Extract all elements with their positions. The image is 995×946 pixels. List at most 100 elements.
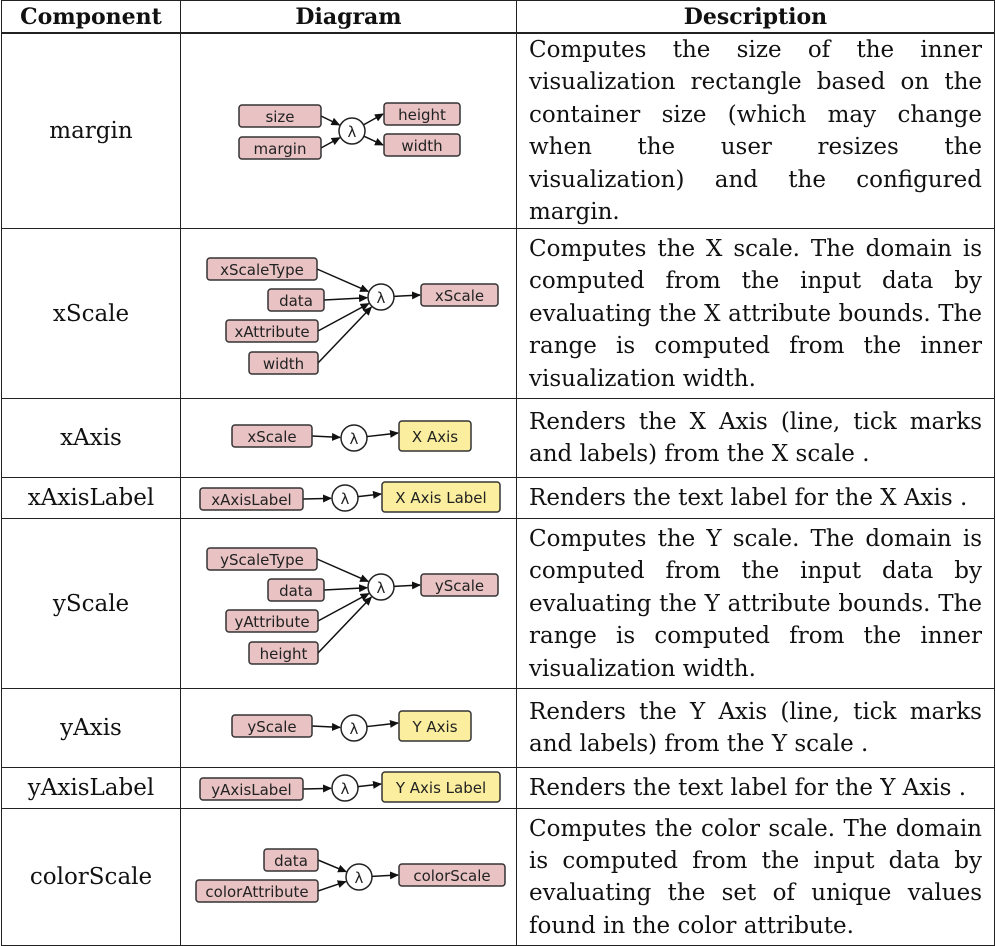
description-text: Renders the text label for the X Axis . [516,477,995,520]
output-node: yScale [419,573,499,598]
input-node: data [262,848,319,873]
row-colorscale: colorScale data colorAttribute colorScale λ… [1,808,995,946]
diagram-cell: xScale X Axis λ [180,398,517,479]
input-label: yAttribute [234,613,309,631]
input-edge [320,137,341,149]
input-label: xAxisLabel [211,491,291,509]
input-edge [323,294,368,303]
lambda-node: λ [337,117,366,145]
input-label: xAttribute [234,323,309,341]
lambda-node: λ [366,283,395,312]
row-xaxislabel: xAxisLabel xAxisLabel X Axis Label λ Rende… [1,477,995,520]
diagram-cell: xScaleType data xAttribute width xScale λ [180,228,517,400]
lambda-glyph: λ [349,430,358,448]
diagram-cell: yAxisLabel Y Axis Label λ [180,767,517,810]
input-node: yScaleType [205,547,318,572]
input-node: yScale [230,714,313,739]
input-node: xAttribute [224,319,319,344]
row-xaxis: xAxis xScale X Axis λ Renders the X Axis (… [1,398,995,479]
input-label: data [279,292,313,310]
lambda-glyph: λ [376,289,385,307]
output-label: colorScale [413,867,490,885]
component-name: colorScale [1,808,181,946]
output-node: width [382,133,461,157]
render-output-node: X Axis [397,420,472,453]
input-label: yScale [247,718,296,736]
dataflow-diagram: xScale X Axis λ [230,420,472,453]
output-label: height [398,106,446,124]
description-text: Renders the Y Axis (line, tick marks and… [516,688,995,769]
output-edge [363,135,384,146]
input-label: colorAttribute [205,883,308,901]
input-edge [317,859,347,873]
input-edge [302,494,332,503]
output-label: X Axis [411,428,457,446]
input-edge [323,584,368,593]
description-text: Computes the size of the inner visualiza… [516,32,995,230]
diagram-cell: yScaleType data yAttribute height yScale λ [180,518,517,690]
input-node: margin [237,136,322,160]
output-edge [393,291,421,300]
lambda-node: λ [339,424,368,453]
input-edge [316,306,372,364]
row-yscale: yScale yScaleType data yAttribute height ySc… [1,518,995,690]
input-node: height [247,641,319,666]
row-yaxis: yAxis yScale Y Axis λ Renders the Y Axis (… [1,688,995,769]
output-edge [371,871,399,880]
output-node: height [382,102,461,126]
dataflow-diagram: data colorAttribute colorScale λ [194,848,506,904]
render-output-node: X Axis Label [380,481,501,514]
header-row: Component Diagram Description [1,0,995,34]
diagram-cell: xAxisLabel X Axis Label λ [180,477,517,520]
input-label: yAxisLabel [211,781,291,799]
input-edge [317,303,370,333]
lambda-node: λ [330,774,359,803]
description-text: Computes the color scale. The domain is … [516,808,995,946]
output-label: xScale [434,287,483,305]
component-name: yAxisLabel [1,767,181,810]
output-label: yScale [434,577,483,595]
input-edge [311,723,341,732]
component-name: yAxis [1,688,181,769]
description-text: Renders the text label for the Y Axis . [516,767,995,810]
row-yaxislabel: yAxisLabel yAxisLabel Y Axis Label λ Rende… [1,767,995,810]
input-label: height [259,645,307,663]
lambda-glyph: λ [347,123,356,141]
lambda-glyph: λ [376,579,385,597]
lambda-glyph: λ [354,869,363,887]
lambda-glyph: λ [340,490,349,508]
diagram-cell: size margin height width λ [180,32,517,230]
component-name: yScale [1,518,181,690]
input-edge [317,880,347,893]
header-description: Description [516,0,995,34]
input-node: width [247,351,319,376]
row-margin: margin size margin height width λ Computes t… [1,32,995,230]
lambda-node: λ [366,573,395,602]
component-name: xScale [1,228,181,400]
input-node: yAttribute [224,609,319,634]
input-edge [316,558,369,583]
input-label: data [279,582,313,600]
output-label: X Axis Label [395,489,486,507]
output-edge [362,113,384,126]
component-name: margin [1,32,181,230]
render-output-node: Y Axis Label [380,771,501,804]
lambda-node: λ [330,484,359,513]
row-xscale: xScale xScaleType data xAttribute width xSca… [1,228,995,400]
input-node: yAxisLabel [198,777,304,802]
component-name: xAxisLabel [1,477,181,520]
dataflow-diagram: size margin height width λ [237,102,461,160]
dataflow-diagram: xAxisLabel X Axis Label λ [198,481,501,514]
lambda-node: λ [339,714,368,743]
output-node: xScale [419,283,499,308]
lambda-glyph: λ [349,720,358,738]
input-node: xAxisLabel [198,487,304,512]
output-edge [366,720,399,729]
input-edge [311,433,341,442]
lambda-glyph: λ [340,780,349,798]
render-output-node: Y Axis [397,710,472,743]
output-edge [366,430,399,439]
input-node: data [266,578,325,603]
input-node: data [266,288,325,313]
